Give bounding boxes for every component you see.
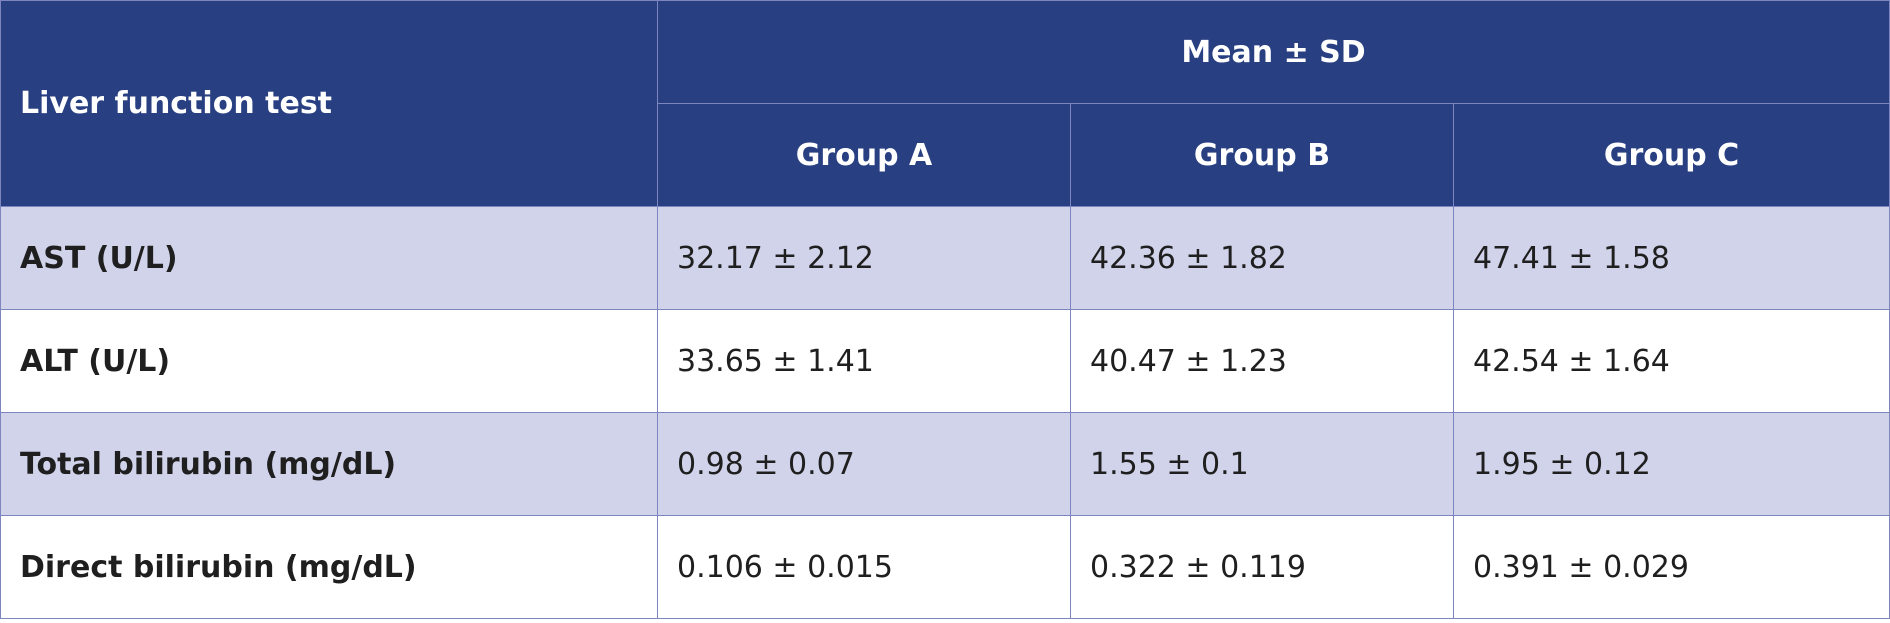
cell: 0.106 ± 0.015	[657, 515, 1071, 619]
table-body: AST (U/L) 32.17 ± 2.12 42.36 ± 1.82 47.41 ±…	[0, 206, 1890, 619]
header-row: Liver function test Mean ± SD	[0, 0, 1890, 207]
cell: 33.65 ± 1.41	[657, 309, 1071, 413]
column-header: Group C	[1453, 103, 1890, 207]
cell: 42.36 ± 1.82	[1070, 206, 1454, 310]
cell: 40.47 ± 1.23	[1070, 309, 1454, 413]
header-row: Group A Group B Group C	[1, 103, 1890, 207]
table-row: Total bilirubin (mg/dL) 0.98 ± 0.07 1.55 ±…	[0, 412, 1890, 516]
row-label: Direct bilirubin (mg/dL)	[0, 515, 658, 619]
row-label-header: Liver function test	[0, 0, 658, 207]
cell: 1.95 ± 0.12	[1453, 412, 1890, 516]
cell: 47.41 ± 1.58	[1453, 206, 1890, 310]
group-header: Mean ± SD	[657, 0, 1890, 104]
cell: 0.391 ± 0.029	[1453, 515, 1890, 619]
table-row: AST (U/L) 32.17 ± 2.12 42.36 ± 1.82 47.41 ±…	[0, 206, 1890, 310]
cell: 32.17 ± 2.12	[657, 206, 1071, 310]
cell: 42.54 ± 1.64	[1453, 309, 1890, 413]
cell: 1.55 ± 0.1	[1070, 412, 1454, 516]
column-header: Group A	[657, 103, 1071, 207]
cell: 0.98 ± 0.07	[657, 412, 1071, 516]
row-label: Total bilirubin (mg/dL)	[0, 412, 658, 516]
table-row: ALT (U/L) 33.65 ± 1.41 40.47 ± 1.23 42.54 ±…	[0, 309, 1890, 413]
row-label: ALT (U/L)	[0, 309, 658, 413]
cell: 0.322 ± 0.119	[1070, 515, 1454, 619]
row-label: AST (U/L)	[0, 206, 658, 310]
table-row: Direct bilirubin (mg/dL) 0.106 ± 0.015 0.3…	[0, 515, 1890, 619]
column-header: Group B	[1070, 103, 1454, 207]
